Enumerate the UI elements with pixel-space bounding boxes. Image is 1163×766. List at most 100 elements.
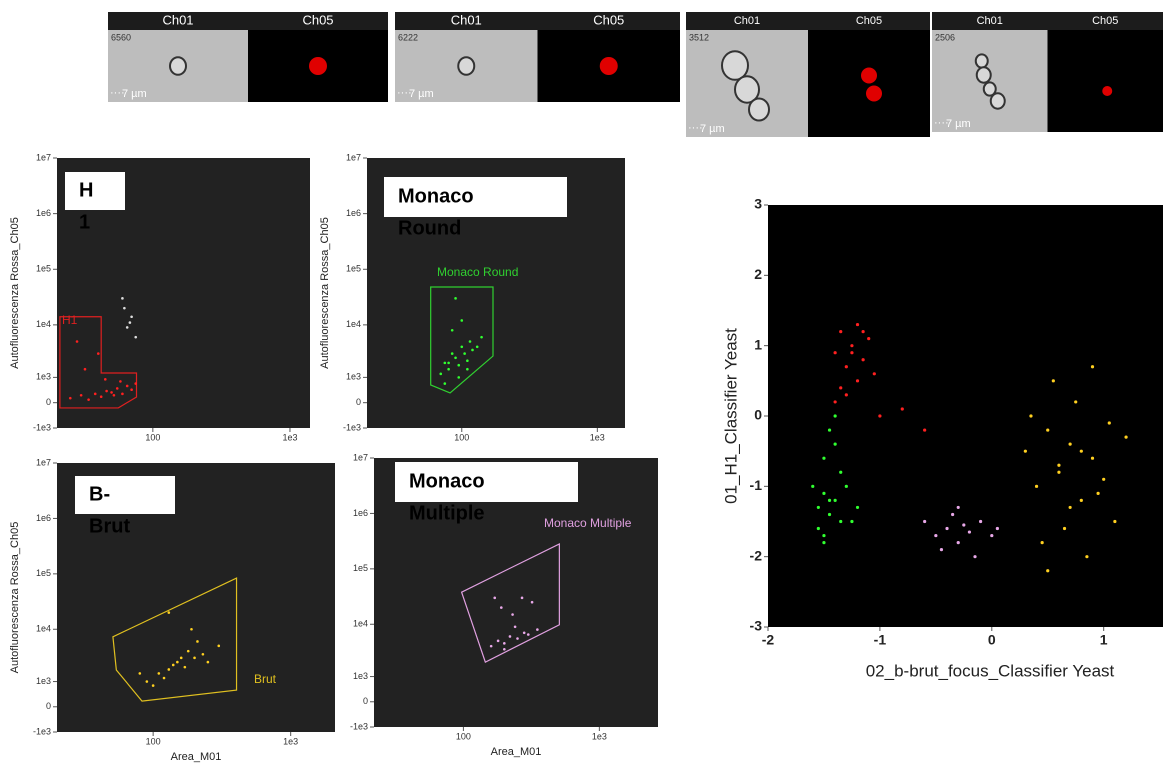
- y-tick-label: 1e7: [36, 457, 51, 467]
- y-tick-label: 1e7: [346, 152, 361, 162]
- scale-bar: 7 µm: [409, 88, 434, 100]
- scale-bar: 7 µm: [700, 123, 725, 135]
- data-point: [516, 637, 519, 640]
- x-tick-label: 1e3: [590, 432, 605, 442]
- data-point: [1069, 506, 1072, 509]
- data-point: [1091, 457, 1094, 460]
- panel-label: Brut: [89, 515, 130, 537]
- data-point: [514, 625, 517, 628]
- y-tick-label: -1e3: [33, 422, 51, 432]
- channel-header: Ch05: [593, 12, 624, 27]
- panel-label: Round: [398, 217, 461, 239]
- x-axis-label: Area_M01: [171, 751, 222, 763]
- cell: [458, 57, 474, 75]
- data-point: [839, 520, 842, 523]
- data-point: [834, 443, 837, 446]
- data-point: [862, 358, 865, 361]
- data-point: [509, 635, 512, 638]
- x-axis-label: 02_b-brut_focus_Classifier Yeast: [866, 661, 1115, 680]
- cell: [722, 51, 748, 80]
- data-point: [822, 492, 825, 495]
- fluorescence-blob: [1102, 86, 1112, 96]
- data-point: [979, 520, 982, 523]
- y-tick-label: 1e4: [346, 319, 361, 329]
- data-point: [466, 368, 469, 371]
- scale-dots: ····: [934, 117, 949, 129]
- y-tick-label: 1e7: [36, 152, 51, 162]
- data-point: [850, 344, 853, 347]
- data-point: [834, 351, 837, 354]
- x-tick-label: 1e3: [282, 432, 297, 442]
- x-axis-label: Area_M01: [491, 746, 542, 758]
- data-point: [1063, 527, 1066, 530]
- data-point: [503, 642, 506, 645]
- data-point: [878, 414, 881, 417]
- y-tick-label: 0: [356, 397, 361, 407]
- data-point: [536, 628, 539, 631]
- figure: Ch01Ch0565607 µm····Ch01Ch0562227 µm····…: [0, 0, 1163, 766]
- data-point: [973, 555, 976, 558]
- channel-header: Ch01: [451, 12, 482, 27]
- y-tick-label: -1e3: [343, 422, 361, 432]
- y-tick-label: 1e3: [346, 372, 361, 382]
- data-point: [901, 407, 904, 410]
- data-point: [1057, 464, 1060, 467]
- y-tick-label: 0: [363, 696, 368, 706]
- image-header: [395, 12, 680, 30]
- data-point: [480, 336, 483, 339]
- data-point: [466, 359, 469, 362]
- data-point: [968, 530, 971, 533]
- data-point: [940, 548, 943, 551]
- data-point: [1108, 421, 1111, 424]
- data-point: [839, 386, 842, 389]
- data-point: [523, 632, 526, 635]
- data-point: [856, 506, 859, 509]
- data-point: [104, 378, 107, 381]
- y-tick-label: 1e6: [36, 208, 51, 218]
- data-point: [129, 321, 132, 324]
- cell: [749, 99, 769, 121]
- y-tick-label: 1: [754, 336, 762, 352]
- y-tick-label: 3: [754, 196, 762, 212]
- data-point: [217, 645, 220, 648]
- data-point: [193, 657, 196, 660]
- y-tick-label: 1e4: [36, 319, 51, 329]
- x-tick-label: 100: [456, 731, 471, 741]
- data-point: [811, 485, 814, 488]
- data-point: [105, 390, 108, 393]
- data-point: [139, 672, 142, 675]
- x-tick-label: 1e3: [592, 731, 607, 741]
- panel-label: B-: [89, 483, 110, 505]
- y-tick-label: 1e4: [353, 619, 368, 629]
- data-point: [126, 385, 129, 388]
- data-point: [1069, 443, 1072, 446]
- panel-label: H: [79, 179, 93, 201]
- y-tick-label: 1e3: [36, 676, 51, 686]
- data-point: [822, 457, 825, 460]
- data-point: [856, 323, 859, 326]
- data-point: [130, 388, 133, 391]
- data-point: [1057, 471, 1060, 474]
- data-point: [126, 326, 129, 329]
- y-tick-label: 0: [46, 397, 51, 407]
- data-point: [87, 398, 90, 401]
- label-box: [65, 172, 125, 210]
- data-point: [856, 379, 859, 382]
- data-point: [828, 428, 831, 431]
- object-number: 6560: [111, 32, 131, 42]
- y-tick-label: 1e7: [353, 452, 368, 462]
- fluorescence-image: [1048, 30, 1163, 132]
- x-tick-label: 100: [454, 432, 469, 442]
- y-axis-label: Autofluorescenza Rossa_Ch05: [9, 522, 21, 674]
- data-point: [527, 633, 530, 636]
- data-point: [439, 373, 442, 376]
- data-point: [828, 499, 831, 502]
- data-point: [839, 330, 842, 333]
- data-point: [934, 534, 937, 537]
- data-point: [839, 471, 842, 474]
- data-point: [454, 297, 457, 300]
- data-point: [134, 336, 137, 339]
- data-point: [207, 661, 210, 664]
- data-point: [822, 541, 825, 544]
- data-point: [100, 395, 103, 398]
